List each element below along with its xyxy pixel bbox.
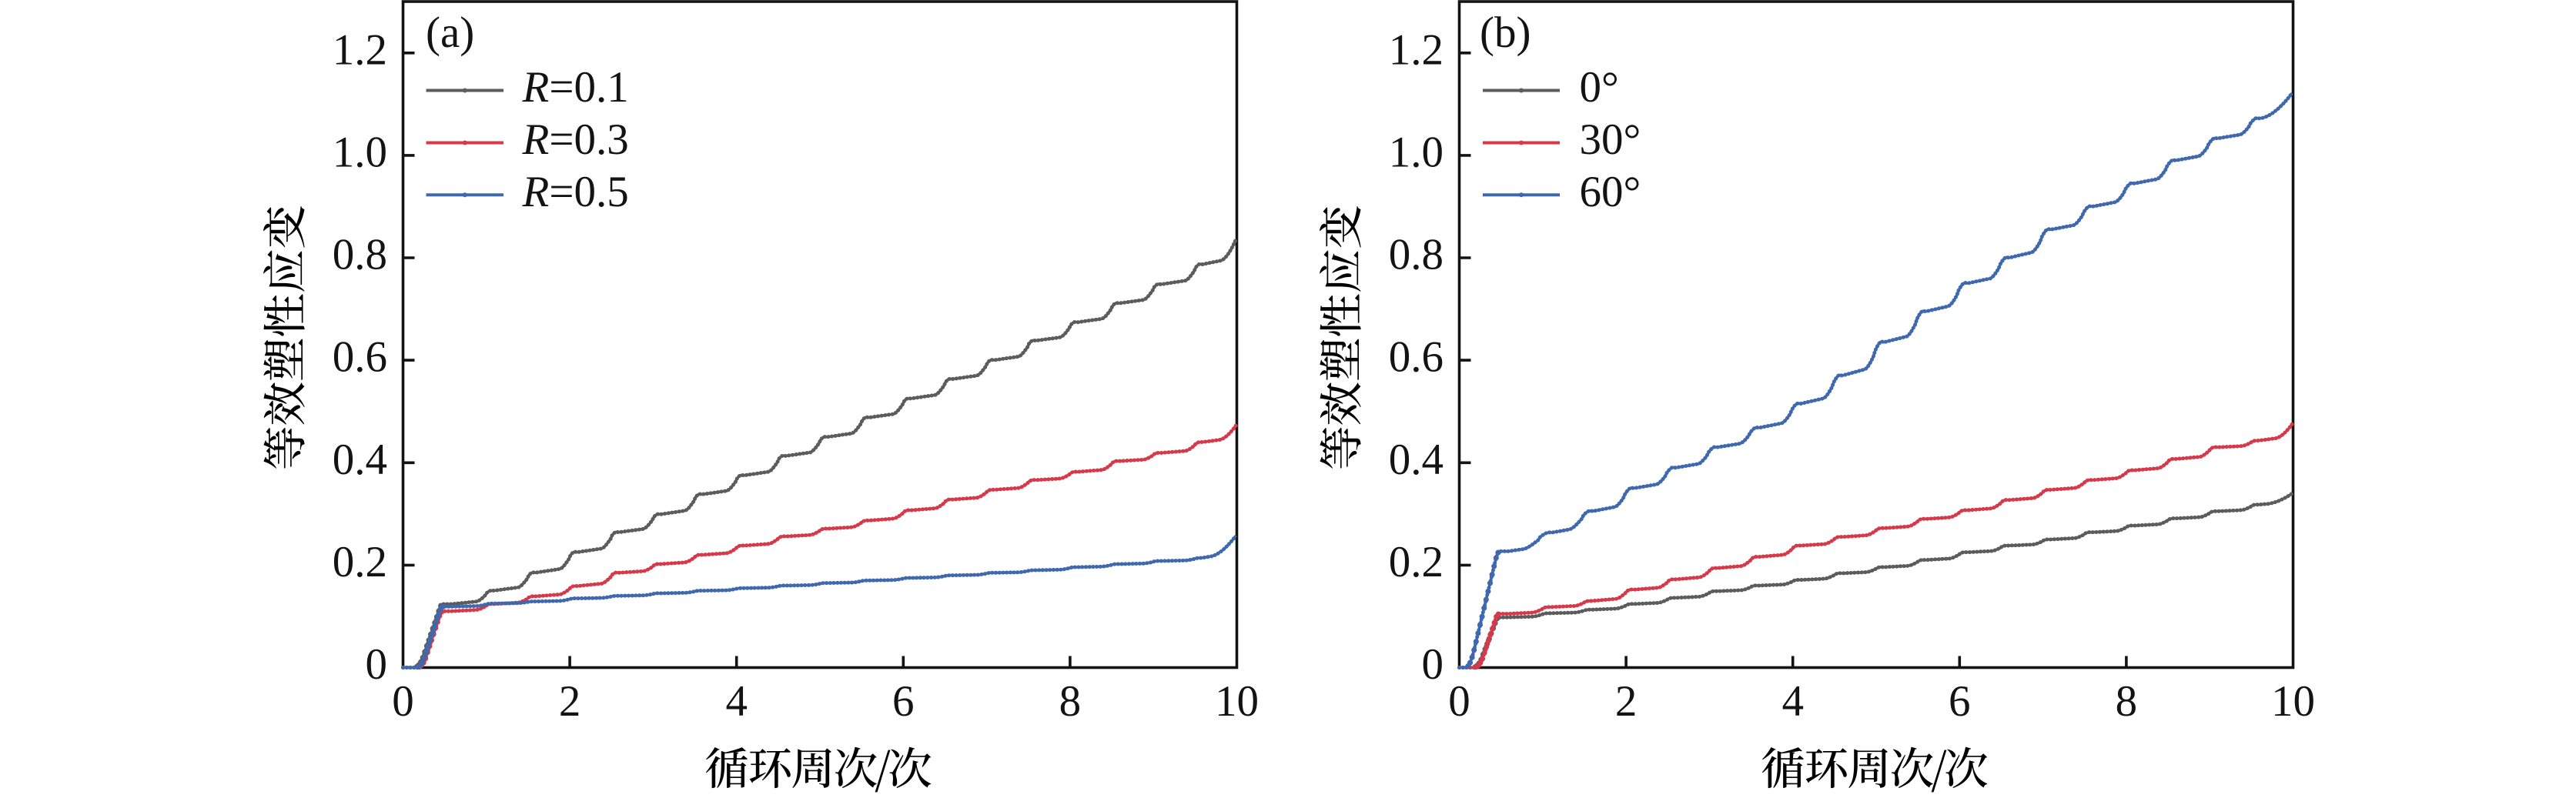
svg-text:4: 4 bbox=[725, 677, 748, 726]
svg-text:6: 6 bbox=[892, 677, 915, 726]
svg-text:0°: 0° bbox=[1580, 63, 1619, 112]
svg-text:0.6: 0.6 bbox=[333, 333, 387, 382]
svg-text:0.2: 0.2 bbox=[1389, 538, 1444, 586]
svg-text:0.6: 0.6 bbox=[1389, 333, 1444, 382]
svg-text:10: 10 bbox=[2271, 677, 2315, 726]
svg-text:R=0.5: R=0.5 bbox=[522, 168, 629, 216]
svg-text:0.4: 0.4 bbox=[1389, 436, 1444, 484]
svg-text:4: 4 bbox=[1781, 677, 1804, 726]
svg-text:0: 0 bbox=[392, 677, 414, 726]
svg-text:1.2: 1.2 bbox=[333, 25, 387, 74]
svg-text:2: 2 bbox=[559, 677, 581, 726]
svg-text:(b): (b) bbox=[1480, 8, 1531, 57]
svg-text:0.8: 0.8 bbox=[1389, 231, 1444, 279]
svg-text:R=0.3: R=0.3 bbox=[522, 115, 629, 164]
svg-text:0: 0 bbox=[366, 640, 388, 689]
svg-text:30°: 30° bbox=[1580, 115, 1641, 164]
svg-text:1.0: 1.0 bbox=[333, 128, 387, 176]
svg-text:8: 8 bbox=[1059, 677, 1082, 726]
svg-text:2: 2 bbox=[1615, 677, 1638, 726]
svg-text:0.2: 0.2 bbox=[333, 538, 387, 586]
svg-text:1.2: 1.2 bbox=[1389, 25, 1444, 74]
svg-text:(a): (a) bbox=[426, 8, 474, 57]
svg-text:0: 0 bbox=[1422, 640, 1444, 689]
svg-text:0.4: 0.4 bbox=[333, 436, 387, 484]
svg-text:8: 8 bbox=[2116, 677, 2138, 726]
svg-text:10: 10 bbox=[1215, 677, 1259, 726]
svg-text:0.8: 0.8 bbox=[333, 231, 387, 279]
svg-text:R=0.1: R=0.1 bbox=[522, 63, 629, 112]
svg-text:6: 6 bbox=[1949, 677, 1971, 726]
svg-text:0: 0 bbox=[1448, 677, 1470, 726]
svg-text:1.0: 1.0 bbox=[1389, 128, 1444, 176]
svg-text:60°: 60° bbox=[1580, 168, 1641, 216]
